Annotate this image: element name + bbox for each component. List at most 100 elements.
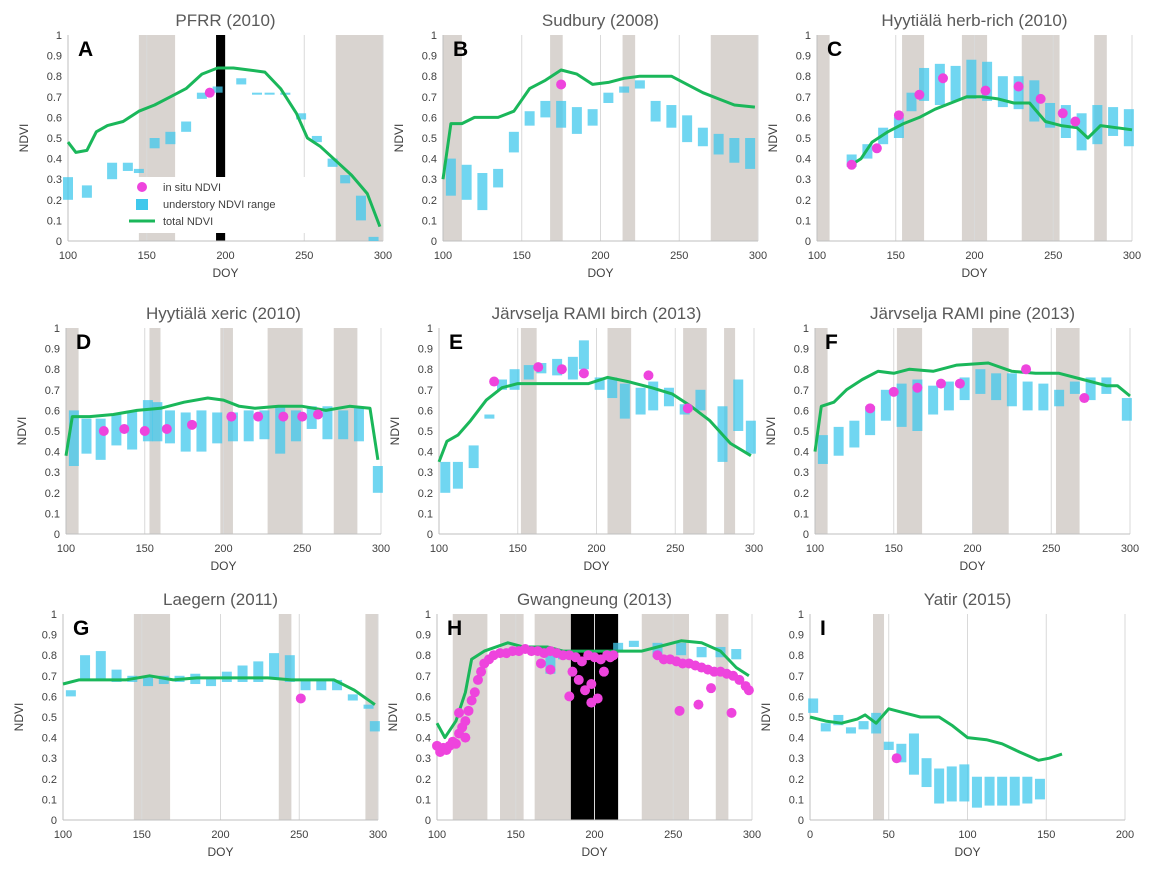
x-axis-label: DOY: [210, 559, 236, 573]
y-tick-label: 0.3: [422, 174, 437, 186]
x-tick-label: 300: [745, 543, 763, 555]
shaded-period: [715, 614, 729, 820]
understory-range-box: [652, 642, 663, 658]
understory-range-box: [180, 412, 191, 452]
insitu-point: [1035, 93, 1046, 104]
understory-range-box: [745, 420, 756, 454]
understory-range-box: [468, 445, 479, 469]
y-tick-label: 0.7: [422, 92, 437, 104]
understory-range-box: [578, 340, 589, 370]
y-axis-label: NDVI: [386, 703, 400, 732]
understory-range-box: [322, 406, 333, 440]
shaded-period: [443, 35, 462, 241]
y-tick-label: 0.9: [794, 344, 809, 356]
understory-range-box: [355, 195, 366, 221]
y-tick-label: 0.9: [42, 630, 57, 642]
x-tick-label: 100: [806, 543, 824, 555]
x-tick-label: 100: [54, 829, 72, 841]
y-tick-label: 0: [427, 529, 433, 541]
y-tick-label: 0.9: [796, 51, 811, 63]
understory-range-box: [731, 649, 742, 660]
shaded-period: [683, 328, 707, 534]
y-tick-label: 0.2: [416, 774, 431, 786]
understory-range-box: [122, 162, 133, 171]
understory-range-box: [984, 776, 995, 806]
insitu-point: [734, 674, 745, 685]
insitu-point: [1079, 393, 1090, 404]
panel-h: 0 0.1 0.2 0.3 0.4 0.5 0.6 0.7 0.8 0.9 1 100 150 200 25…: [386, 590, 761, 859]
understory-range-box: [237, 665, 248, 682]
understory-range-box: [896, 383, 907, 427]
understory-range-box: [368, 236, 379, 241]
y-tick-label: 1: [51, 609, 57, 621]
insitu-point: [938, 73, 948, 84]
understory-range-box: [142, 400, 153, 442]
shaded-period: [607, 328, 632, 534]
y-tick-label: 0.6: [796, 112, 811, 124]
y-tick-label: 0.8: [796, 71, 811, 83]
x-tick-label: 150: [507, 829, 525, 841]
understory-range-box: [158, 675, 169, 685]
x-axis-label: DOY: [954, 845, 980, 859]
total-ndvi-line: [64, 396, 380, 461]
y-tick-label: 0.8: [422, 71, 437, 83]
insitu-point: [278, 411, 289, 422]
y-tick-label: 0.9: [418, 344, 433, 356]
understory-range-box: [1054, 389, 1065, 407]
insitu-point: [706, 683, 717, 694]
panel-letter: G: [73, 617, 89, 640]
understory-range-box: [95, 418, 106, 460]
y-tick-label: 0.8: [789, 650, 804, 662]
y-axis-label: NDVI: [17, 124, 31, 153]
total-ndvi-line: [66, 66, 382, 228]
understory-range-box: [264, 92, 275, 95]
y-axis-label: NDVI: [764, 417, 778, 446]
y-tick-label: 1: [803, 323, 809, 335]
x-tick-label: 300: [374, 250, 392, 262]
understory-range-box: [695, 389, 706, 411]
understory-range-box: [332, 679, 343, 691]
understory-range-box: [68, 410, 79, 467]
y-tick-label: 0.1: [47, 215, 62, 227]
y-tick-label: 0.6: [42, 691, 57, 703]
understory-range-box: [975, 369, 986, 394]
x-tick-label: 150: [509, 543, 527, 555]
y-tick-label: 0.8: [794, 364, 809, 376]
insitu-point: [912, 382, 923, 393]
understory-range-box: [1034, 778, 1045, 800]
x-tick-label: 250: [664, 829, 682, 841]
y-tick-label: 0.7: [794, 385, 809, 397]
total-ndvi-line: [437, 375, 752, 463]
understory-range-box: [928, 385, 939, 415]
understory-range-box: [296, 113, 307, 120]
understory-range-box: [946, 766, 957, 802]
x-tick-label: 300: [372, 543, 390, 555]
understory-range-box: [845, 727, 856, 734]
understory-range-box: [1085, 377, 1096, 401]
y-tick-label: 0.3: [45, 467, 60, 479]
insitu-point: [608, 650, 619, 661]
legend-understory-label: understory NDVI range: [163, 199, 276, 211]
understory-range-box: [635, 387, 646, 415]
x-tick-label: 300: [743, 829, 761, 841]
x-tick-label: 100: [57, 543, 75, 555]
panel-title: Sudbury (2008): [542, 11, 659, 30]
x-tick-label: 300: [1123, 250, 1141, 262]
understory-range-box: [133, 168, 144, 174]
x-axis-label: DOY: [207, 845, 233, 859]
y-tick-label: 0.7: [42, 671, 57, 683]
understory-range-box: [971, 776, 982, 808]
insitu-point: [460, 716, 471, 727]
x-tick-label: 100: [958, 829, 976, 841]
panel-title: Hyytiälä herb-rich (2010): [881, 11, 1067, 30]
insitu-point: [567, 666, 578, 677]
understory-range-box: [227, 412, 238, 442]
understory-range-box: [556, 100, 567, 128]
understory-range-box: [696, 646, 707, 658]
understory-range-box: [477, 173, 488, 211]
insitu-point: [954, 378, 965, 389]
y-tick-label: 1: [431, 30, 437, 42]
panel-title: Järvselja RAMI birch (2013): [492, 304, 702, 323]
understory-range-box: [252, 92, 262, 95]
total-ndvi-line: [62, 674, 376, 706]
